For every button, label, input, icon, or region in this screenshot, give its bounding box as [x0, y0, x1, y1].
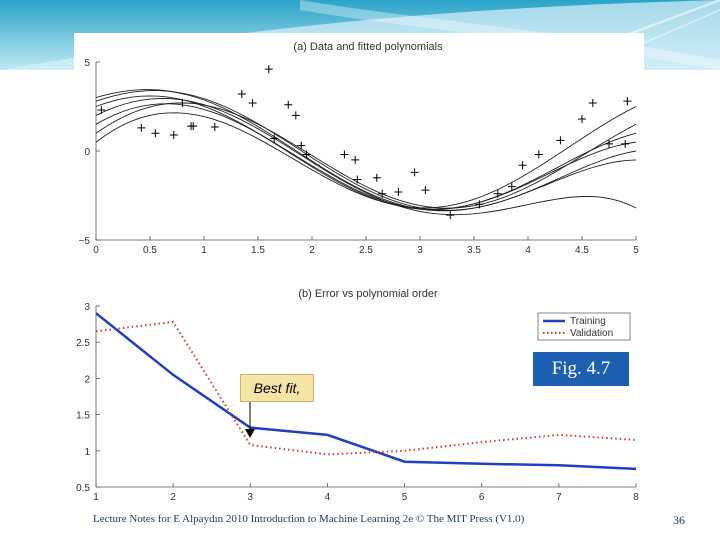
chart-a-x-tick-label: 3.5	[467, 245, 481, 256]
legend-training-label: Training	[570, 316, 606, 327]
chart-a-point	[302, 150, 311, 159]
chart-b-series-training	[95, 312, 637, 471]
chart-b-x-tick-label: 1	[93, 492, 99, 503]
chart-b-title: (b) Error vs polynomial order	[298, 288, 438, 300]
chart-b-y-tick-label: 2	[84, 374, 90, 385]
chart-a-point	[588, 98, 597, 107]
chart-a-point	[248, 98, 257, 107]
chart-a-point	[210, 122, 219, 131]
chart-a-point	[297, 141, 306, 150]
chart-b-y-tick-label: 0.5	[76, 483, 90, 494]
chart-a-point	[446, 211, 455, 220]
chart-a-curve-fit-5	[95, 89, 637, 212]
chart-a-point	[507, 182, 516, 191]
chart-a-point	[578, 114, 586, 123]
chart-a-curve-fit-2	[95, 103, 637, 210]
figure-label: Fig. 4.7	[533, 352, 629, 386]
chart-a-point	[284, 100, 293, 109]
chart-b-y-tick-label: 1	[84, 447, 90, 458]
chart-a-x-tick-label: 3	[417, 245, 423, 256]
chart-a-x-tick-label: 4.5	[575, 245, 589, 256]
chart-a-point	[475, 200, 484, 209]
chart-a-point	[534, 150, 543, 159]
chart-a-point	[556, 136, 565, 145]
chart-b-x-tick-label: 8	[633, 492, 639, 503]
chart-a-x-tick-label: 0	[93, 245, 99, 256]
chart-a-point	[621, 139, 630, 148]
chart-a-point	[178, 98, 187, 107]
best-fit-arrowhead	[245, 429, 255, 438]
chart-a-x-tick-label: 2.5	[359, 245, 373, 256]
chart-b-x-tick-label: 2	[170, 492, 176, 503]
chart-a-point	[291, 111, 300, 120]
chart-a-point	[378, 189, 387, 198]
chart-a-point	[605, 139, 613, 148]
chart-a-point	[264, 65, 273, 74]
chart-a-point	[351, 155, 360, 164]
chart-b-x-tick-label: 7	[556, 492, 562, 503]
chart-b-x-tick-label: 4	[325, 492, 331, 503]
chart-b: (b) Error vs polynomial order 1 2 3 4 5 6 7 8 0.…	[76, 288, 639, 503]
chart-a-y-tick-label: −5	[79, 236, 91, 247]
chart-a-x-tick-label: 2	[309, 245, 315, 256]
chart-a-point	[137, 123, 146, 132]
chart-b-axes: 1 2 3 4 5 6 7 80.511.522.53	[76, 302, 639, 503]
chart-a-point	[97, 106, 106, 115]
chart-a-x-tick-label: 0.5	[143, 245, 157, 256]
chart-a-point	[410, 168, 419, 177]
figure-background	[74, 33, 644, 508]
legend-validation-label: Validation	[570, 328, 613, 339]
chart-a-point	[353, 175, 362, 184]
chart-b-y-tick-label: 1.5	[76, 411, 90, 422]
chart-a-point	[518, 161, 527, 170]
chart-a-x-tick-label: 5	[633, 245, 639, 256]
chart-a: (a) Data and fitted polynomials 0 0.5 1 1.5…	[79, 41, 640, 256]
chart-a-point	[189, 122, 198, 131]
chart-b-y-tick-label: 3	[84, 302, 90, 313]
chart-a-point	[493, 189, 502, 198]
chart-a-y-tick-label: 0	[84, 147, 90, 158]
chart-b-x-tick-label: 3	[248, 492, 254, 503]
chart-a-point	[394, 187, 403, 196]
chart-a-title: (a) Data and fitted polynomials	[293, 41, 443, 53]
chart-a-point	[421, 186, 430, 195]
chart-a-data-points	[97, 65, 632, 220]
chart-b-legend: Training Validation	[537, 312, 631, 341]
best-fit-callout: Best fit,	[240, 374, 314, 402]
chart-a-point	[372, 173, 381, 182]
chart-a-curve-fit-3	[95, 90, 637, 211]
chart-b-x-tick-label: 5	[402, 492, 408, 503]
chart-b-x-tick-label: 6	[479, 492, 485, 503]
footer-citation: Lecture Notes for E Alpaydın 2010 Introd…	[93, 513, 525, 525]
chart-a-x-tick-label: 1	[201, 245, 207, 256]
chart-a-point	[270, 134, 279, 143]
chart-a-x-tick-label: 1.5	[251, 245, 265, 256]
chart-a-point	[151, 129, 160, 138]
chart-a-axes: 0 0.5 1 1.5 2 2.5 3 3.5 4 4.5 5−505	[79, 58, 640, 256]
chart-a-x-tick-label: 4	[525, 245, 531, 256]
chart-a-curve-fit-7	[95, 95, 637, 211]
chart-a-point	[237, 90, 246, 99]
chart-a-point	[623, 97, 632, 106]
chart-a-y-tick-label: 5	[84, 58, 90, 69]
chart-a-point	[340, 150, 349, 159]
page-number: 36	[673, 513, 685, 527]
chart-b-y-tick-label: 2.5	[76, 338, 90, 349]
chart-b-series	[95, 312, 637, 471]
chart-a-curve-fit-4	[95, 106, 637, 209]
chart-a-point	[169, 130, 178, 139]
